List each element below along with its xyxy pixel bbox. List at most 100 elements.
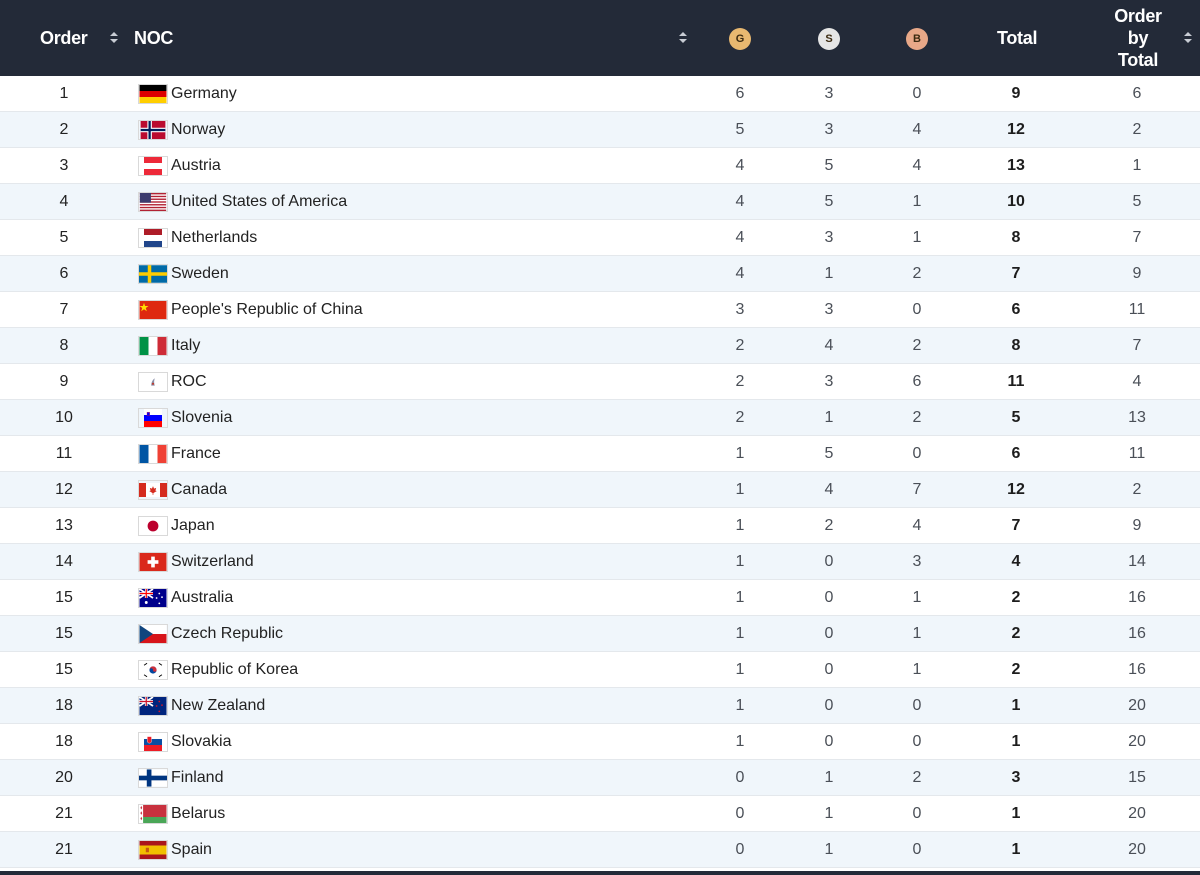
silver-medal-icon[interactable]: S: [818, 28, 840, 50]
france-flag-icon: [138, 436, 168, 471]
table-row: 15 Czech Republic 1 0 1 2 16: [0, 616, 1200, 652]
gold-count-cell: 1: [735, 480, 745, 498]
noc-name-link[interactable]: Czech Republic: [171, 624, 284, 642]
gold-count-cell: 0: [735, 840, 745, 858]
table-row: 15 Republic of Korea 1 0 1 2 16: [0, 652, 1200, 688]
table-row: 8 Italy 2 4 2 8 7: [0, 328, 1200, 364]
flag-frame: [138, 299, 168, 320]
total-count-cell: 2: [1011, 660, 1021, 678]
order-cell: 15: [55, 588, 73, 606]
total-count-cell: 2: [1011, 624, 1021, 642]
bronze-count-cell: 0: [912, 300, 922, 318]
order-sort-icon[interactable]: [110, 32, 119, 44]
new-zealand-flag-icon: [138, 688, 168, 723]
silver-count-cell: 5: [824, 192, 834, 210]
gold-count-cell: 1: [735, 660, 745, 678]
table-row: 15 Australia 1 0 1 2 16: [0, 580, 1200, 616]
bronze-count-cell: 2: [912, 768, 922, 786]
noc-name-link[interactable]: New Zealand: [171, 696, 266, 714]
table-row: 18 Slovakia 1 0 0 1 20: [0, 724, 1200, 760]
order-by-total-cell: 16: [1128, 660, 1146, 678]
table-row: 21 Belarus 0 1 0 1 20: [0, 796, 1200, 832]
bronze-count-cell: 0: [912, 84, 922, 102]
flag-frame: [138, 515, 168, 536]
order-cell: 18: [55, 696, 73, 714]
order-cell: 4: [59, 192, 69, 210]
total-count-cell: 2: [1011, 588, 1021, 606]
order-by-total-label-line-2: by: [1127, 28, 1149, 48]
australia-flag-icon: [138, 580, 168, 615]
table-row: 1 Germany 6 3 0 9 6: [0, 76, 1200, 112]
noc-name-link[interactable]: Belarus: [171, 804, 226, 822]
order-by-total-column-header[interactable]: Order by Total: [1106, 0, 1170, 76]
noc-name-link[interactable]: Sweden: [171, 264, 229, 282]
noc-name-link[interactable]: Australia: [171, 588, 234, 606]
table-row: 7 People's Republic of China 3 3 0 6 11: [0, 292, 1200, 328]
bronze-count-cell: 3: [912, 552, 922, 570]
total-column-header[interactable]: Total: [997, 0, 1037, 76]
finland-flag-icon: [138, 760, 168, 795]
flag-frame: [138, 587, 168, 608]
order-by-total-cell: 14: [1128, 552, 1146, 570]
flag-frame: [138, 731, 168, 752]
flag-frame: [138, 695, 168, 716]
noc-name-link[interactable]: Spain: [171, 840, 212, 858]
noc-name-link[interactable]: Switzerland: [171, 552, 254, 570]
table-row: 10 Slovenia 2 1 2 5 13: [0, 400, 1200, 436]
flag-frame: [138, 335, 168, 356]
order-by-total-cell: 5: [1132, 192, 1142, 210]
germany-flag-icon: [138, 76, 168, 111]
noc-name-link[interactable]: People's Republic of China: [171, 300, 363, 318]
total-count-cell: 1: [1011, 732, 1021, 750]
total-count-cell: 6: [1011, 300, 1021, 318]
noc-name-link[interactable]: Finland: [171, 768, 224, 786]
order-by-total-cell: 1: [1132, 156, 1142, 174]
noc-name-link[interactable]: United States of America: [171, 192, 348, 210]
gold-count-cell: 1: [735, 588, 745, 606]
table-row: 14 Switzerland 1 0 3 4 14: [0, 544, 1200, 580]
flag-frame: [138, 839, 168, 860]
total-count-cell: 4: [1011, 552, 1021, 570]
order-column-header[interactable]: Order: [40, 0, 88, 76]
noc-name-link[interactable]: Japan: [171, 516, 215, 534]
order-by-total-cell: 9: [1132, 516, 1142, 534]
order-by-total-sort-icon[interactable]: [1184, 32, 1193, 44]
order-header-label: Order: [40, 27, 88, 48]
table-row: 4 United States of America 4 5 1 10 5: [0, 184, 1200, 220]
noc-name-link[interactable]: Slovenia: [171, 408, 233, 426]
silver-count-cell: 3: [824, 228, 834, 246]
total-count-cell: 13: [1007, 156, 1025, 174]
gold-header-label: G: [735, 33, 745, 45]
noc-name-link[interactable]: Slovakia: [171, 732, 232, 750]
noc-name-link[interactable]: Austria: [171, 156, 221, 174]
noc-name-link[interactable]: Canada: [171, 480, 228, 498]
noc-name-link[interactable]: Germany: [171, 84, 237, 102]
order-by-total-cell: 2: [1132, 480, 1142, 498]
order-cell: 6: [59, 264, 69, 282]
noc-name-link[interactable]: Norway: [171, 120, 226, 138]
order-cell: 20: [55, 768, 73, 786]
silver-count-cell: 0: [824, 588, 834, 606]
order-cell: 12: [55, 480, 73, 498]
noc-sort-icon[interactable]: [679, 32, 688, 44]
order-cell: 9: [59, 372, 69, 390]
gold-medal-icon[interactable]: G: [729, 28, 751, 50]
order-cell: 10: [55, 408, 73, 426]
bronze-medal-icon[interactable]: B: [906, 28, 928, 50]
noc-column-header[interactable]: NOC: [134, 0, 173, 76]
gold-count-cell: 1: [735, 516, 745, 534]
bronze-count-cell: 1: [912, 228, 922, 246]
order-by-total-cell: 20: [1128, 732, 1146, 750]
order-by-total-cell: 11: [1128, 300, 1146, 318]
noc-name-link[interactable]: Republic of Korea: [171, 660, 299, 678]
silver-count-cell: 5: [824, 444, 834, 462]
order-by-total-cell: 2: [1132, 120, 1142, 138]
sweden-flag-icon: [138, 256, 168, 291]
silver-count-cell: 2: [824, 516, 834, 534]
noc-name-link[interactable]: Netherlands: [171, 228, 258, 246]
noc-name-link[interactable]: France: [171, 444, 221, 462]
table-row: 9 ROC 2 3 6 11 4: [0, 364, 1200, 400]
bronze-count-cell: 4: [912, 516, 922, 534]
noc-name-link[interactable]: ROC: [171, 372, 207, 390]
noc-name-link[interactable]: Italy: [171, 336, 201, 354]
